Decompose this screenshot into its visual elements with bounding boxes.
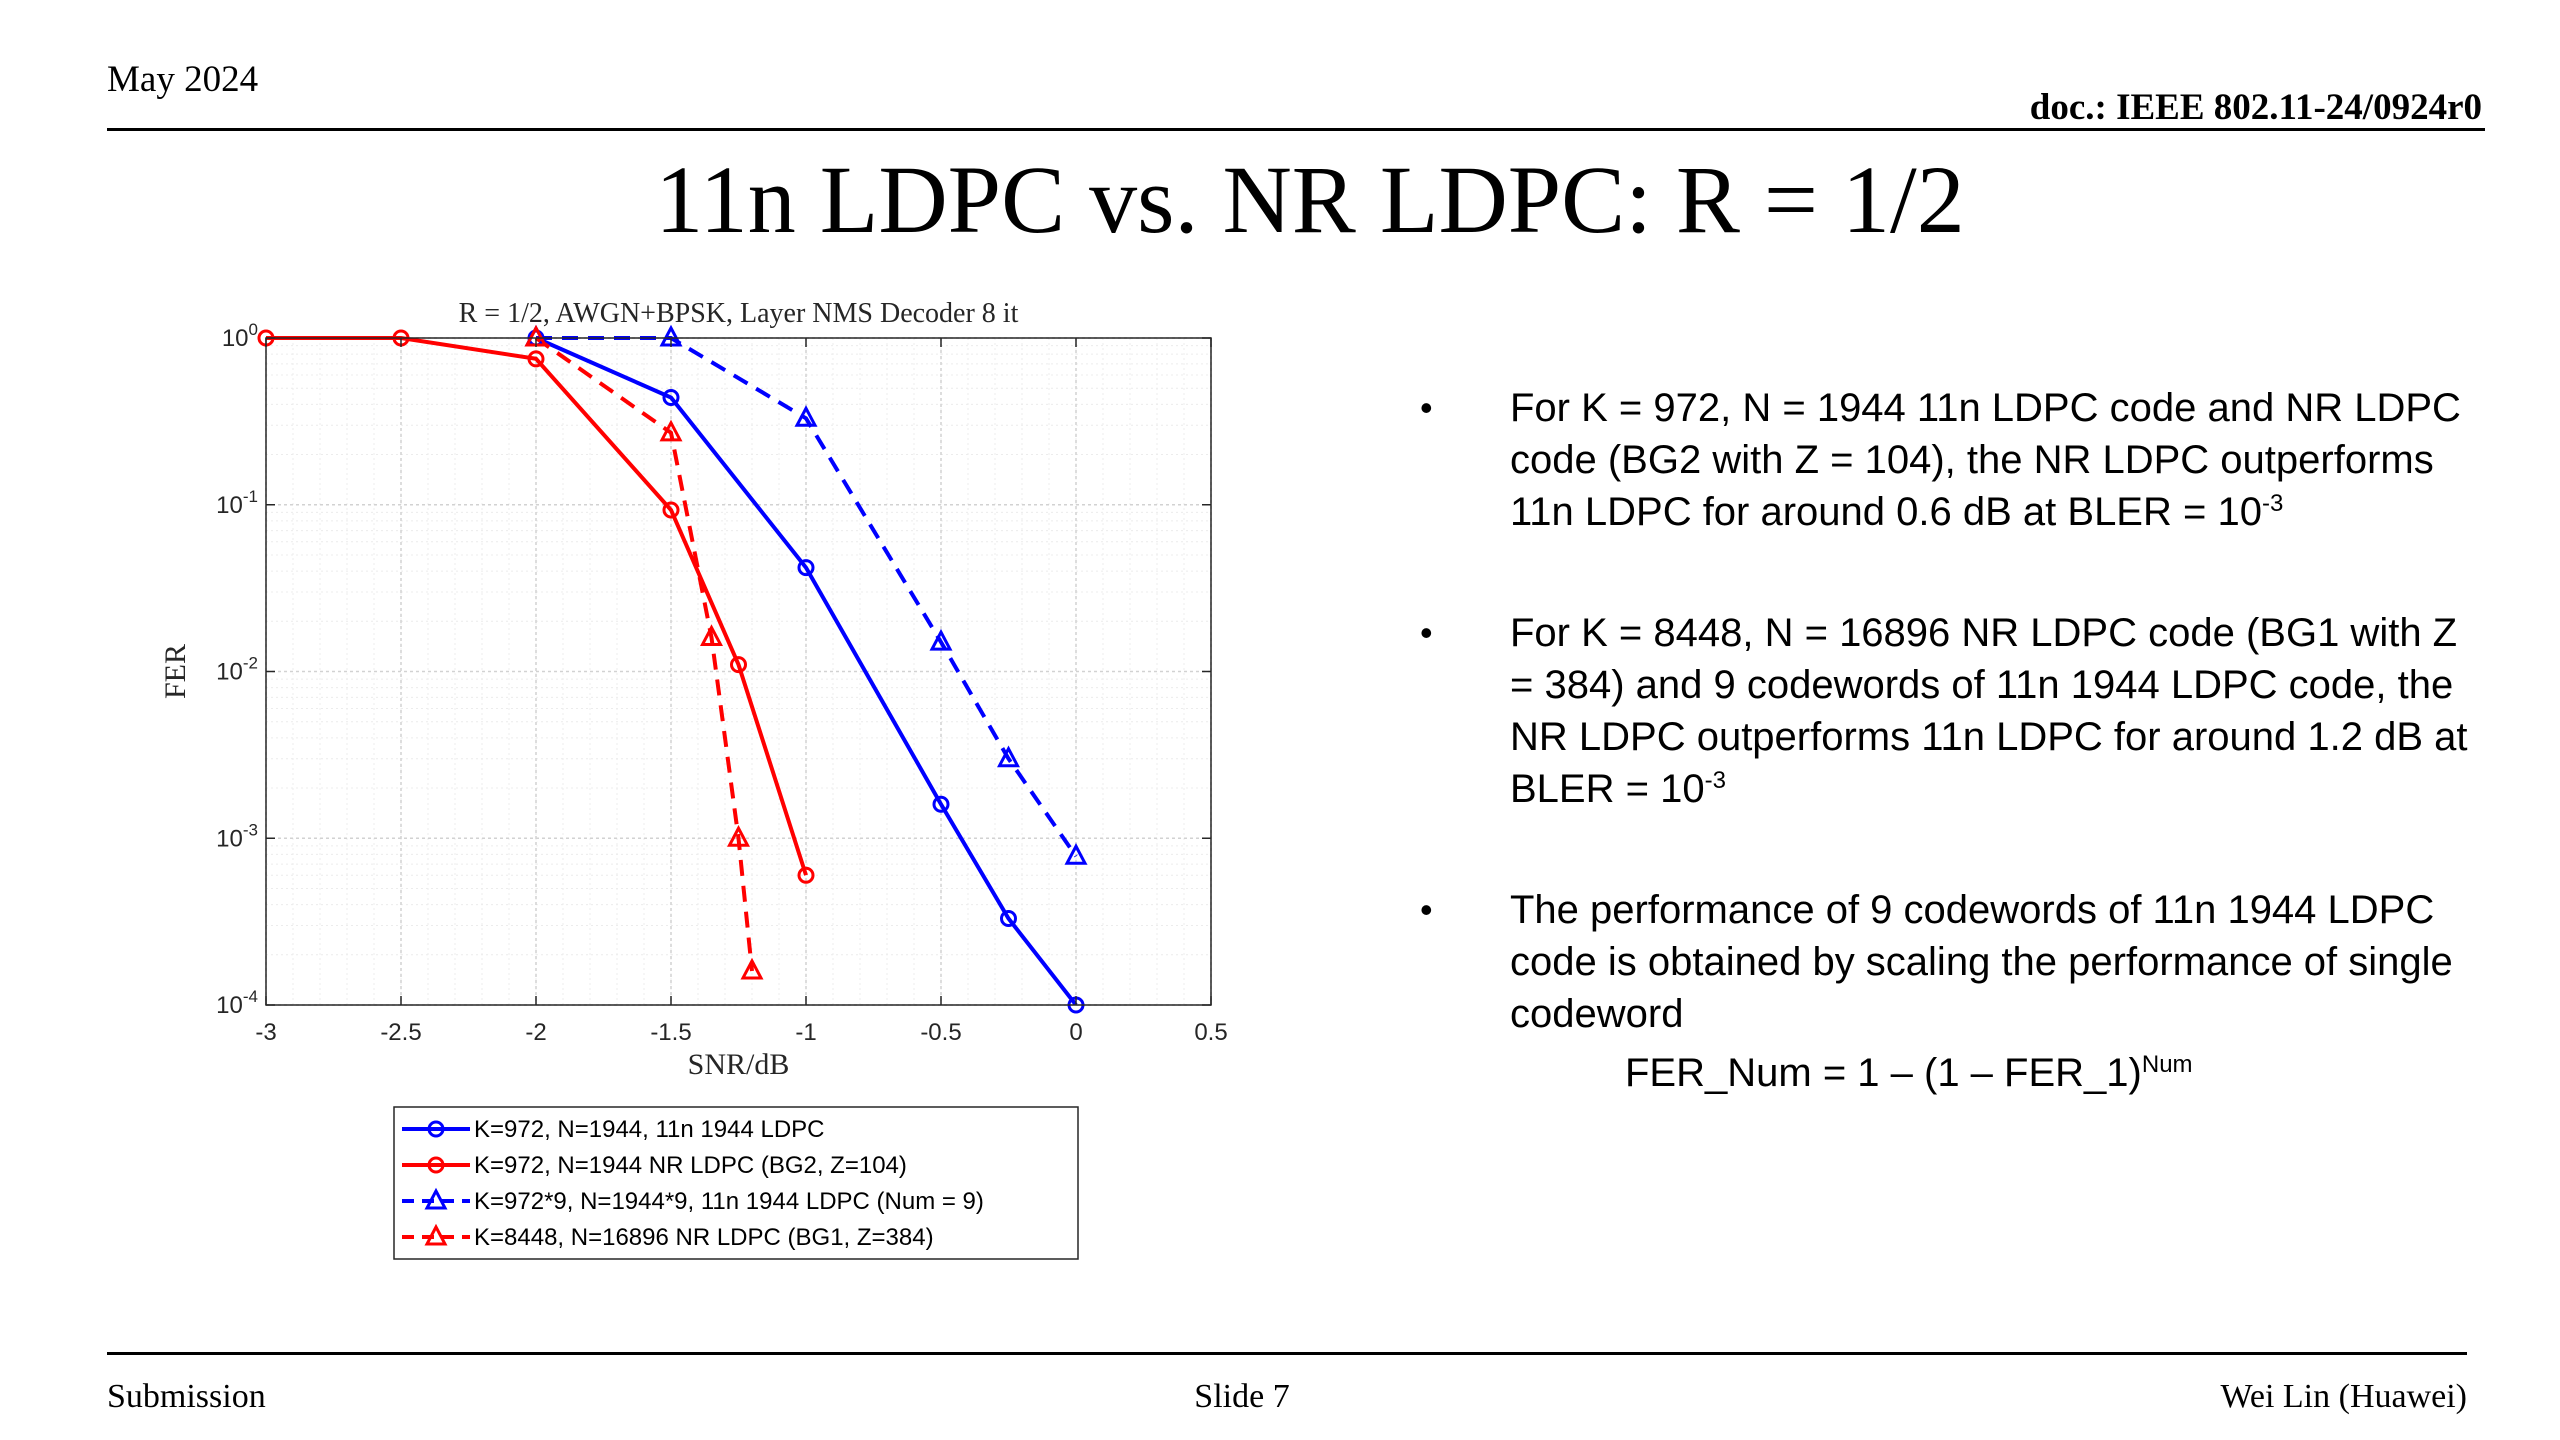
bullet-dot: • — [1420, 889, 1433, 930]
legend-marker — [427, 1120, 445, 1138]
data-point — [794, 405, 818, 427]
formula-text: FER_Num = 1 – (1 – FER_1) — [1625, 1051, 2142, 1095]
header-doc-id: doc.: IEEE 802.11-24/0924r0 — [2029, 87, 2482, 128]
data-point — [1000, 910, 1017, 928]
fer-chart: -3 -2.5 -2 -1.5 -1 -0.5 0 0.5 100 10-1 10-2 10-3 10-… — [159, 298, 1228, 1260]
bullet-text: The performance of 9 codewords of 11n 19… — [1510, 888, 2453, 1036]
formula-superscript: Num — [2141, 1051, 2193, 1078]
y-tick-label: 100 — [222, 320, 258, 352]
header-date: May 2024 — [107, 59, 259, 100]
y-tick-label: 10-4 — [216, 987, 258, 1019]
data-point — [1064, 843, 1088, 865]
data-point — [740, 957, 764, 980]
bullet-item: • For K = 8448, N = 16896 NR LDPC code (… — [1420, 607, 2480, 815]
footer-author: Wei Lin (Huawei) — [2220, 1378, 2468, 1415]
bullet-text: For K = 8448, N = 16896 NR LDPC code (BG… — [1510, 611, 2468, 811]
bullet-item: • The performance of 9 codewords of 11n … — [1420, 884, 2480, 1040]
data-point — [659, 419, 683, 442]
legend-label: K=972, N=1944 NR LDPC (BG2, Z=104) — [474, 1152, 907, 1179]
bullet-dot: • — [1420, 387, 1433, 428]
fer-formula: FER_Num = 1 – (1 – FER_1)Num — [1625, 1047, 2480, 1099]
data-point — [662, 388, 680, 406]
x-axis-label: SNR/dB — [688, 1048, 790, 1081]
data-point — [997, 745, 1020, 768]
data-point — [527, 350, 545, 368]
bullet-dot: • — [1420, 612, 1433, 653]
legend-marker — [427, 1156, 445, 1174]
x-tick-label: 0 — [1069, 1019, 1082, 1046]
series-line — [534, 336, 754, 972]
data-point — [797, 559, 815, 577]
bullet-text: For K = 972, N = 1944 11n LDPC code and … — [1510, 386, 2461, 534]
bullet-superscript: -3 — [2261, 490, 2284, 517]
x-tick-label: -2 — [525, 1019, 546, 1046]
bullet-superscript: -3 — [1704, 767, 1726, 794]
legend-label: K=972*9, N=1944*9, 11n 1944 LDPC (Num = … — [474, 1188, 984, 1215]
x-tick-label: -3 — [255, 1019, 276, 1046]
legend-box — [393, 1106, 1079, 1260]
bullet-item: • For K = 972, N = 1944 11n LDPC code an… — [1420, 382, 2480, 538]
legend-label: K=972, N=1944, 11n 1944 LDPC — [474, 1116, 824, 1143]
x-tick-label: 0.5 — [1194, 1019, 1227, 1046]
legend-label: K=8448, N=16896 NR LDPC (BG1, Z=384) — [474, 1224, 934, 1251]
x-tick-label: -2.5 — [380, 1019, 421, 1046]
data-point — [700, 624, 723, 646]
chart-title: R = 1/2, AWGN+BPSK, Layer NMS Decoder 8 … — [459, 298, 1019, 329]
data-point — [727, 825, 750, 847]
data-point — [932, 795, 950, 813]
x-tick-label: -1 — [795, 1019, 816, 1046]
x-tick-label: -1.5 — [650, 1019, 691, 1046]
header-divider — [107, 128, 2485, 131]
data-point — [797, 866, 815, 884]
data-point — [929, 628, 953, 651]
x-tick-label: -0.5 — [920, 1019, 961, 1046]
footer-submission: Submission — [107, 1378, 266, 1415]
legend-marker — [424, 1187, 448, 1210]
y-axis-label: FER — [159, 644, 192, 699]
footer-slide-number: Slide 7 — [1194, 1378, 1290, 1415]
data-point — [662, 501, 680, 519]
y-tick-label: 10-3 — [216, 820, 258, 852]
slide-title: 11n LDPC vs. NR LDPC: R = 1/2 — [655, 146, 1965, 253]
legend-marker — [424, 1223, 448, 1246]
y-tick-label: 10-2 — [216, 654, 258, 686]
series-line — [535, 336, 1078, 1005]
data-point — [730, 656, 747, 674]
y-tick-label: 10-1 — [216, 487, 258, 519]
footer-divider — [107, 1352, 2467, 1355]
bullet-list: • For K = 972, N = 1944 11n LDPC code an… — [1420, 382, 2480, 1099]
